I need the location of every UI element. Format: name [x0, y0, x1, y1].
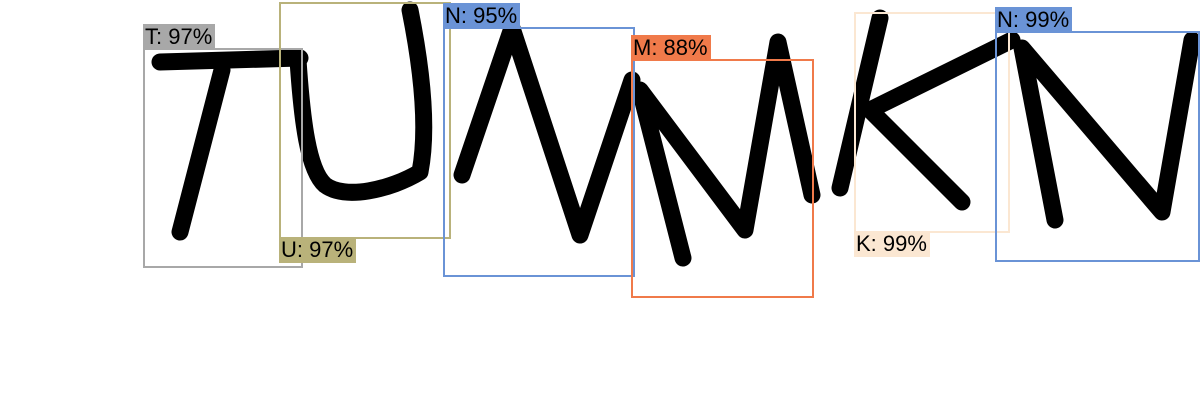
glyph-m — [631, 33, 821, 267]
glyph-t-stem — [171, 61, 231, 241]
glyph-u — [289, 1, 433, 201]
label-k: K: 99% — [854, 231, 930, 257]
label-n-2: N: 99% — [995, 7, 1073, 33]
bbox-n-1 — [443, 27, 635, 277]
bbox-k — [854, 12, 1010, 233]
label-u: U: 97% — [279, 237, 357, 263]
bbox-m — [631, 59, 814, 298]
bbox-u — [279, 2, 451, 239]
glyph-n-1 — [453, 19, 641, 244]
glyph-t — [151, 49, 309, 71]
glyph-k-arm — [861, 31, 1021, 211]
bbox-n-2 — [995, 31, 1200, 262]
label-n-1: N: 95% — [443, 3, 521, 29]
glyph-n-2 — [1013, 31, 1200, 229]
label-t: T: 97% — [143, 24, 216, 50]
bbox-t — [143, 48, 303, 268]
label-m: M: 88% — [631, 35, 711, 61]
glyph-k — [831, 9, 889, 197]
